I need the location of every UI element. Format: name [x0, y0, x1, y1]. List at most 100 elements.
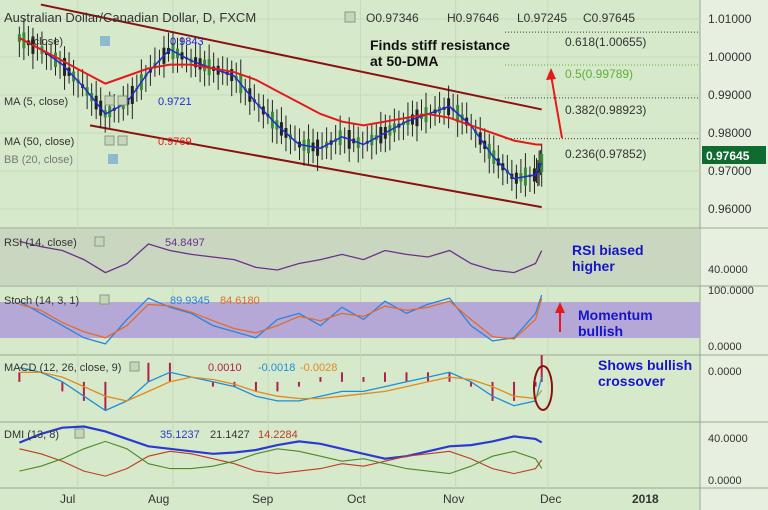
rsi-label: RSI (14, close) — [4, 237, 77, 249]
up-arrow-icon — [546, 68, 563, 139]
header-settings-icon[interactable] — [344, 11, 356, 23]
price-tick-label: 0.96000 — [708, 202, 752, 216]
macd-line — [19, 366, 543, 412]
ohlc-open: O0.97346 — [366, 11, 419, 25]
x-label-aug: Aug — [148, 492, 169, 506]
indicator-label-close: (close) — [30, 36, 63, 48]
macd-panel — [18, 355, 543, 412]
dmi-label: DMI (13, 8) — [4, 429, 59, 441]
stoch-legend: Stoch (14, 3, 1) 89.9345 84.6180 100.000… — [4, 285, 754, 353]
di-minus-line — [19, 440, 543, 475]
descending-channel — [40, 3, 542, 209]
dmi-value-minus: 14.2284 — [258, 429, 298, 441]
fibonacci-levels — [505, 31, 700, 140]
moving-averages — [18, 37, 543, 180]
dmi-value-adx: 35.1237 — [160, 429, 200, 441]
last-price-badge — [702, 146, 766, 164]
crossover-highlight — [533, 365, 553, 411]
stoch-d-line — [19, 298, 543, 340]
indicator-value-ma5: 0.9721 — [158, 96, 192, 108]
candle-body — [17, 34, 21, 42]
price-tick-label: 1.00000 — [708, 50, 752, 64]
rsi-annotation-1: RSI biased — [572, 242, 644, 258]
stoch-up-arrow-icon — [555, 302, 565, 332]
indicator-value-ma50: 0.9769 — [158, 136, 192, 148]
ohlc-close: C0.97645 — [583, 11, 635, 25]
price-tick-label: 1.01000 — [708, 12, 752, 26]
adx-line — [18, 425, 543, 460]
price-tick-label: 0.97000 — [708, 164, 752, 178]
indicator-value-close: 0.9843 — [170, 36, 204, 48]
ma5-close-icon[interactable] — [117, 95, 128, 106]
fib-label-0236: 0.236(0.97852) — [565, 147, 646, 161]
indicator-label-ma5: MA (5, close) — [4, 96, 68, 108]
rsi-line — [19, 240, 543, 274]
macd-settings-icon[interactable] — [129, 361, 140, 372]
stoch-annotation-1: Momentum — [578, 307, 653, 323]
macd-tick-0: 0.0000 — [708, 366, 742, 378]
price-tick-label: 0.99000 — [708, 88, 752, 102]
indicator-label-ma50: MA (50, close) — [4, 136, 74, 148]
fib-label-05: 0.5(0.99789) — [565, 67, 633, 81]
rsi-panel — [0, 229, 700, 285]
macd-legend: MACD (12, 26, close, 9) 0.0010 -0.0018 -… — [4, 357, 742, 411]
dmi-value-plus: 21.1427 — [210, 429, 250, 441]
last-price-tag: 0.97645 — [702, 146, 766, 164]
macd-annotation-2: crossover — [598, 373, 665, 389]
channel-lower-line — [89, 124, 542, 209]
x-label-sep: Sep — [252, 492, 274, 506]
stoch-tick-100: 100.0000 — [708, 285, 754, 297]
fib-label-0618: 0.618(1.00655) — [565, 35, 646, 49]
symbol-title: Australian Dollar/Canadian Dollar, D, FX… — [4, 10, 256, 25]
stoch-k-line — [19, 294, 543, 345]
stoch-tick-0: 0.0000 — [708, 341, 742, 353]
price-indicator-legend: (close) 0.9843 MA (5, close) 0.9721 MA (… — [4, 36, 204, 166]
dmi-tick-0: 0.0000 — [708, 475, 742, 487]
price-tick-label: 0.98000 — [708, 126, 752, 140]
last-price-value: 0.97645 — [706, 149, 750, 163]
x-label-dec: Dec — [540, 492, 561, 506]
ohlc-high: H0.97646 — [447, 11, 499, 25]
macd-value-2: -0.0018 — [258, 362, 295, 374]
macd-value-3: -0.0028 — [300, 362, 337, 374]
stoch-annotation-2: bullish — [578, 323, 623, 339]
rsi-legend: RSI (14, close) 54.8497 40.0000 RSI bias… — [4, 236, 748, 276]
dmi-legend: DMI (13, 8) 35.1237 21.1427 14.2284 40.0… — [4, 428, 748, 487]
ohlc-low: L0.97245 — [517, 11, 567, 25]
di-plus-line — [19, 448, 543, 477]
stoch-k-value: 89.9345 — [170, 295, 210, 307]
price-annotation: Finds stiff resistance at 50-DMA — [370, 37, 510, 69]
price-header: Australian Dollar/Canadian Dollar, D, FX… — [4, 10, 635, 25]
annotation-line-2: at 50-DMA — [370, 53, 438, 69]
rsi-tick-40: 40.0000 — [708, 264, 748, 276]
channel-upper-line — [40, 3, 542, 111]
x-label-jul: Jul — [60, 492, 75, 506]
stoch-label: Stoch (14, 3, 1) — [4, 295, 79, 307]
price-axis-strip — [700, 0, 768, 510]
ma50-line — [18, 37, 542, 146]
fib-label-0382: 0.382(0.98923) — [565, 103, 646, 117]
dmi-settings-icon[interactable] — [74, 428, 85, 439]
ma5-settings-icon[interactable] — [104, 95, 115, 106]
indicator-label-bb: BB (20, close) — [4, 154, 73, 166]
bb-eye-icon[interactable] — [108, 154, 118, 164]
x-label-nov: Nov — [443, 492, 464, 506]
rsi-value: 54.8497 — [165, 237, 205, 249]
x-label-oct: Oct — [347, 492, 366, 506]
macd-annotation-1: Shows bullish — [598, 357, 692, 373]
rsi-settings-icon[interactable] — [94, 236, 105, 247]
stoch-panel — [0, 294, 700, 345]
x-label-2018: 2018 — [632, 492, 659, 506]
annotation-line-1: Finds stiff resistance — [370, 37, 510, 53]
dmi-tick-40: 40.0000 — [708, 433, 748, 445]
stoch-settings-icon[interactable] — [99, 294, 110, 305]
stoch-d-value: 84.6180 — [220, 295, 260, 307]
macd-value-1: 0.0010 — [208, 362, 242, 374]
fib-labels: 0.618(1.00655) 0.5(0.99789) 0.382(0.9892… — [565, 35, 646, 161]
time-axis: Jul Aug Sep Oct Nov Dec 2018 — [60, 492, 659, 506]
eye-icon[interactable] — [100, 36, 110, 46]
ma50-settings-icon[interactable] — [104, 135, 115, 146]
price-axis: 1.01000 1.00000 0.99000 0.98000 0.97000 0.960… — [708, 12, 752, 216]
ma50-close-icon[interactable] — [117, 135, 128, 146]
